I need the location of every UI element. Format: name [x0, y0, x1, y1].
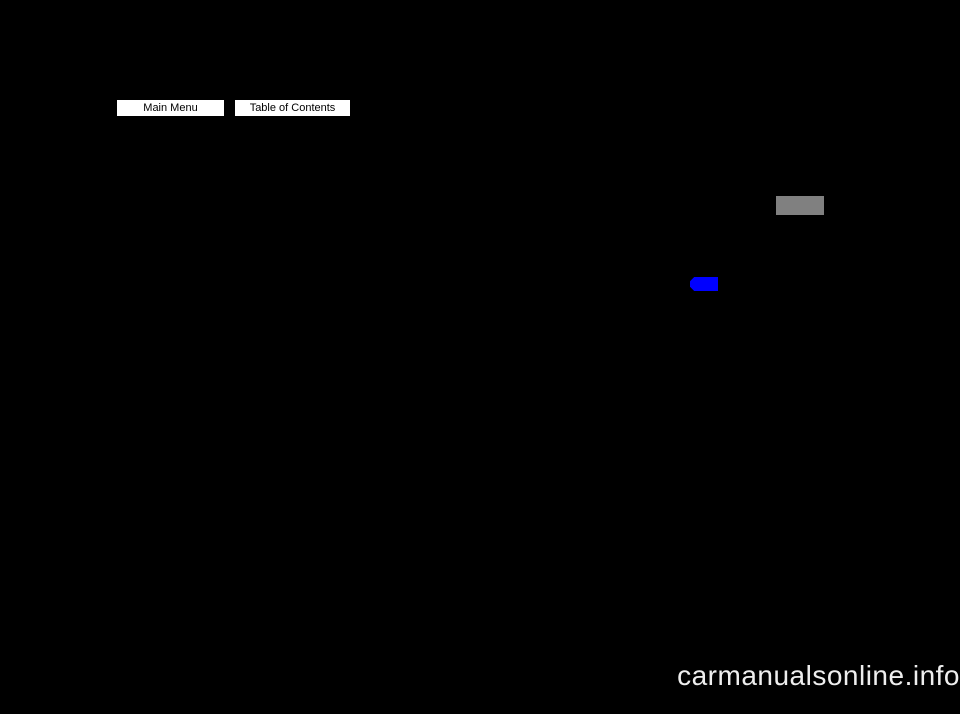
- watermark-text: carmanualsonline.info: [677, 660, 960, 692]
- main-menu-button[interactable]: Main Menu: [116, 99, 225, 117]
- nav-buttons-container: Main Menu Table of Contents: [116, 99, 351, 117]
- gray-highlight-box: [776, 196, 824, 215]
- blue-page-indicator: [690, 277, 718, 291]
- table-of-contents-button[interactable]: Table of Contents: [234, 99, 351, 117]
